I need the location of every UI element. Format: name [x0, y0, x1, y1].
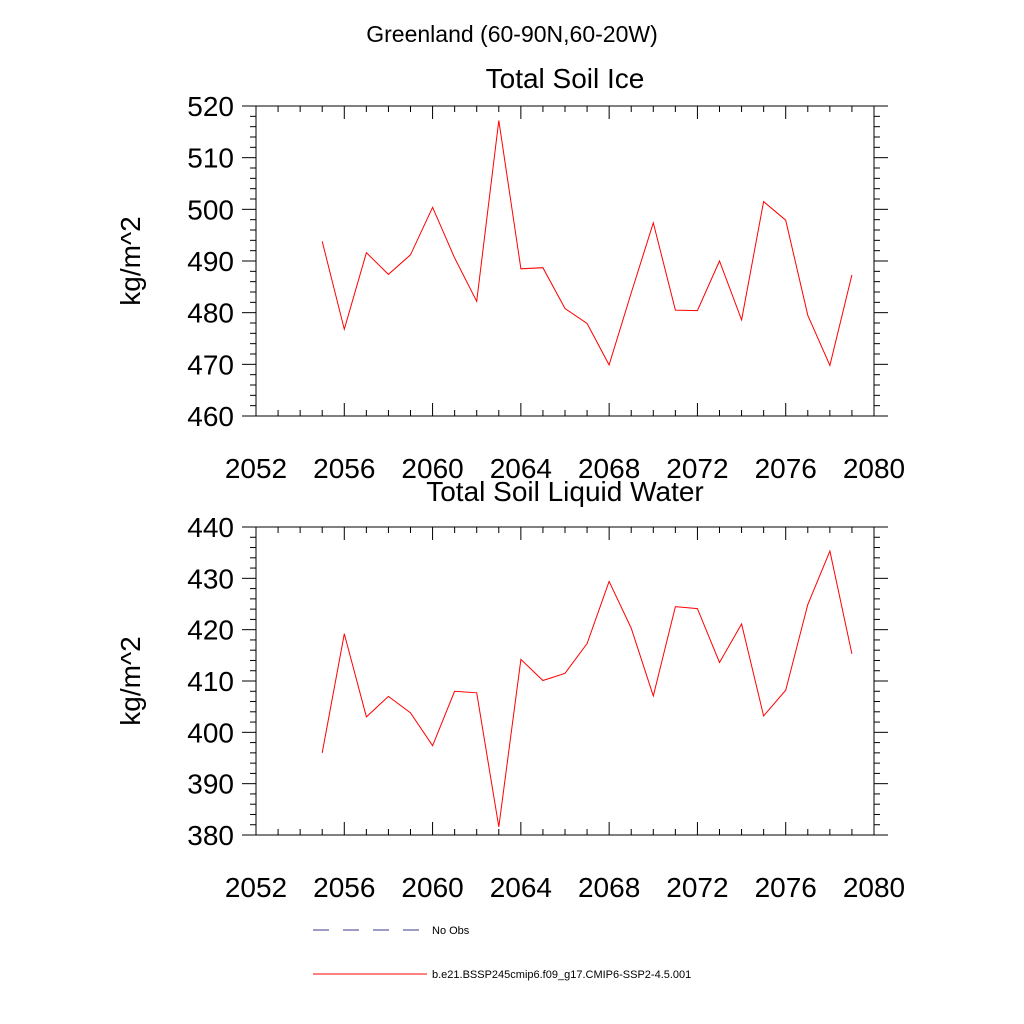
x-tick-label: 2080: [843, 453, 905, 484]
y-tick-label: 500: [187, 194, 234, 225]
x-tick-label: 2068: [578, 453, 640, 484]
series-line: [321, 549, 853, 827]
x-tick-label: 2064: [490, 872, 552, 903]
chart-panel-soil-liquid-water: Total Soil Liquid Water kg/m^2 2052 2056 2…: [115, 476, 905, 903]
legend-label-model-run: b.e21.BSSP245cmip6.f09_g17.CMIP6-SSP2-4.…: [432, 969, 691, 981]
figure-title: Greenland (60-90N,60-20W): [366, 21, 657, 47]
series-line: [321, 120, 853, 367]
y-tick-label: 430: [187, 563, 234, 594]
y-tick-label: 380: [187, 820, 234, 851]
y-tick-label: 510: [187, 143, 234, 174]
x-tick-label: 2056: [313, 872, 375, 903]
y-tick-label: 440: [187, 512, 234, 543]
plot-area-soil-ice: 2052 2056 2060 2064 2068 2072 2076 2080 460 470 48…: [187, 91, 905, 484]
x-tick-label: 2072: [666, 453, 728, 484]
y-axis-label-soil-ice: kg/m^2: [115, 216, 146, 305]
x-tick-label: 2060: [401, 453, 463, 484]
y-tick-label: 490: [187, 246, 234, 277]
x-tick-label: 2056: [313, 453, 375, 484]
y-tick-label: 470: [187, 349, 234, 380]
x-tick-label: 2072: [666, 872, 728, 903]
y-tick-label: 410: [187, 666, 234, 697]
chart-title-soil-ice: Total Soil Ice: [486, 63, 645, 94]
plot-frame: [255, 526, 875, 836]
y-tick-label: 460: [187, 401, 234, 432]
x-tick-label: 2064: [490, 453, 552, 484]
x-tick-label: 2080: [843, 872, 905, 903]
chart-panel-soil-ice: Total Soil Ice kg/m^2 2052 2056 2060 2064 20…: [115, 63, 905, 484]
y-tick-label: 480: [187, 298, 234, 329]
y-tick-label: 400: [187, 717, 234, 748]
plot-area-soil-liquid-water: 2052 2056 2060 2064 2068 2072 2076 2080 380 390 40…: [187, 512, 905, 903]
x-tick-label: 2060: [401, 872, 463, 903]
y-axis-label-soil-liquid-water: kg/m^2: [115, 636, 146, 725]
plot-frame: [255, 105, 875, 417]
y-tick-label: 390: [187, 769, 234, 800]
legend: No Obs b.e21.BSSP245cmip6.f09_g17.CMIP6-…: [313, 925, 691, 981]
x-tick-label: 2068: [578, 872, 640, 903]
x-tick-label: 2076: [755, 872, 817, 903]
y-tick-label: 520: [187, 91, 234, 122]
y-tick-label: 420: [187, 615, 234, 646]
x-tick-label: 2052: [225, 453, 287, 484]
x-tick-label: 2052: [225, 872, 287, 903]
legend-label-no-obs: No Obs: [432, 925, 470, 937]
chart-title-soil-liquid-water: Total Soil Liquid Water: [426, 476, 704, 507]
x-tick-label: 2076: [755, 453, 817, 484]
